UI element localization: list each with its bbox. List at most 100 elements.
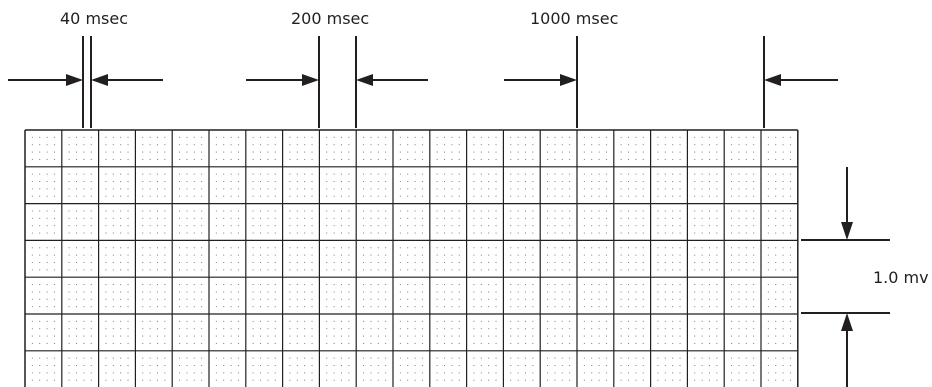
grid-dot — [480, 342, 482, 344]
grid-dot — [753, 379, 755, 381]
grid-dot — [524, 173, 526, 175]
grid-dot — [598, 328, 600, 330]
grid-dot — [296, 306, 298, 308]
grid-dot — [731, 342, 733, 344]
grid-dot — [90, 372, 92, 374]
grid-dot — [296, 269, 298, 271]
grid-dot — [348, 217, 350, 219]
grid-dot — [642, 320, 644, 322]
grid-dot — [333, 151, 335, 153]
grid-dot — [451, 210, 453, 212]
grid-dot — [421, 365, 423, 367]
grid-dot — [708, 210, 710, 212]
grid-dot — [274, 372, 276, 374]
grid-dot — [628, 195, 630, 197]
grid-dot — [260, 217, 262, 219]
grid-dot — [561, 232, 563, 234]
grid-dot — [304, 151, 306, 153]
grid-dot — [407, 254, 409, 256]
grid-dot — [532, 173, 534, 175]
grid-dot — [363, 151, 365, 153]
grid-dot — [215, 144, 217, 146]
grid-dot — [628, 306, 630, 308]
grid-dot — [142, 298, 144, 300]
grid-dot — [68, 335, 70, 337]
grid-dot — [142, 247, 144, 249]
grid-dot — [39, 335, 41, 337]
grid-dot — [510, 379, 512, 381]
grid-dot — [775, 284, 777, 286]
grid-dot — [605, 261, 607, 263]
grid-dot — [716, 247, 718, 249]
grid-dot — [311, 284, 313, 286]
grid-dot — [304, 357, 306, 359]
grid-dot — [193, 357, 195, 359]
grid-dot — [179, 298, 181, 300]
grid-dot — [215, 298, 217, 300]
grid-dot — [296, 136, 298, 138]
grid-dot — [789, 188, 791, 190]
grid-dot — [642, 261, 644, 263]
grid-dot — [473, 335, 475, 337]
grid-dot — [370, 232, 372, 234]
grid-dot — [333, 225, 335, 227]
grid-dot — [620, 320, 622, 322]
grid-dot — [31, 173, 33, 175]
grid-dot — [554, 136, 556, 138]
grid-dot — [701, 328, 703, 330]
grid-dot — [583, 225, 585, 227]
grid-dot — [296, 188, 298, 190]
grid-dot — [716, 173, 718, 175]
grid-dot — [127, 247, 129, 249]
grid-dot — [738, 151, 740, 153]
grid-dot — [421, 357, 423, 359]
grid-dot — [561, 136, 563, 138]
grid-dot — [583, 261, 585, 263]
grid-dot — [267, 357, 269, 359]
grid-dot — [753, 188, 755, 190]
grid-dot — [480, 225, 482, 227]
grid-dot — [407, 217, 409, 219]
grid-dot — [267, 136, 269, 138]
grid-dot — [480, 136, 482, 138]
grid-dot — [68, 158, 70, 160]
grid-dot — [267, 365, 269, 367]
grid-dot — [385, 225, 387, 227]
grid-dot — [156, 320, 158, 322]
grid-dot — [767, 247, 769, 249]
grid-dot — [377, 181, 379, 183]
grid-dot — [789, 357, 791, 359]
grid-dot — [83, 335, 85, 337]
grid-dot — [340, 365, 342, 367]
grid-dot — [120, 320, 122, 322]
grid-dot — [53, 365, 55, 367]
grid-dot — [789, 291, 791, 293]
grid-dot — [385, 217, 387, 219]
grid-dot — [458, 144, 460, 146]
grid-dot — [620, 328, 622, 330]
grid-dot — [605, 195, 607, 197]
grid-dot — [201, 195, 203, 197]
grid-dot — [782, 158, 784, 160]
grid-dot — [333, 298, 335, 300]
grid-dot — [156, 136, 158, 138]
grid-dot — [782, 181, 784, 183]
grid-dot — [569, 269, 571, 271]
grid-dot — [407, 342, 409, 344]
grid-dot — [767, 269, 769, 271]
grid-dot — [664, 357, 666, 359]
grid-dot — [31, 136, 33, 138]
grid-dot — [642, 195, 644, 197]
grid-dot — [105, 158, 107, 160]
grid-dot — [201, 210, 203, 212]
grid-dot — [745, 173, 747, 175]
grid-dot — [745, 188, 747, 190]
grid-dot — [120, 379, 122, 381]
grid-dot — [201, 158, 203, 160]
grid-dot — [591, 261, 593, 263]
grid-dot — [510, 365, 512, 367]
grid-dot — [193, 328, 195, 330]
grid-dot — [83, 195, 85, 197]
grid-dot — [694, 306, 696, 308]
grid-dot — [164, 173, 166, 175]
